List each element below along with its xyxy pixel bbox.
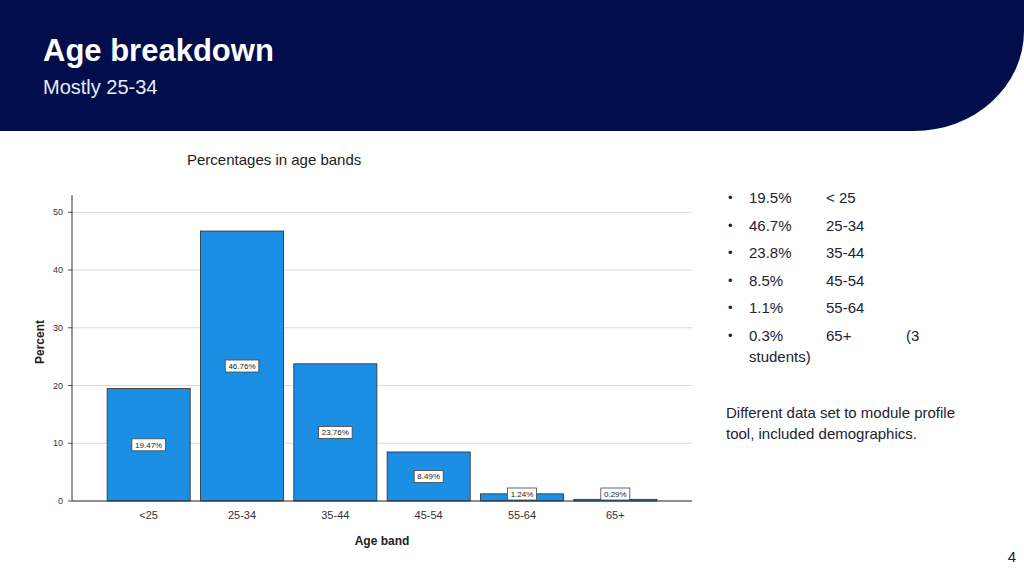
bar — [387, 452, 470, 501]
bullet-item: 19.5%< 25 — [728, 187, 942, 208]
data-label-box — [225, 360, 259, 372]
bullet-item: 23.8%35-44 — [728, 242, 942, 263]
data-label: 19.47% — [135, 441, 162, 450]
x-axis — [72, 501, 692, 502]
data-label: 23.76% — [322, 428, 349, 437]
y-tick-label: 0 — [58, 496, 63, 506]
y-tick-label: 30 — [53, 323, 63, 333]
x-tick-label: 35-44 — [321, 509, 349, 521]
bar — [107, 389, 190, 501]
y-tick — [68, 443, 72, 444]
bullet-item: 1.1%55-64 — [728, 297, 942, 318]
y-tick — [68, 327, 72, 328]
x-tick-label: 25-34 — [228, 509, 256, 521]
x-tick-label: <25 — [139, 509, 158, 521]
data-label-group: 23.76% — [319, 426, 353, 438]
y-tick-label: 40 — [53, 265, 63, 275]
data-label: 1.24% — [511, 490, 534, 499]
bar — [574, 499, 657, 501]
y-tick-label: 20 — [53, 381, 63, 391]
bullet-band: < 25 — [826, 187, 906, 208]
data-label-group: 46.76% — [225, 360, 259, 372]
bullet-percent: 0.3% — [749, 325, 826, 346]
grid-line — [72, 212, 692, 213]
bullet-item: 46.7%25-34 — [728, 215, 942, 236]
bullet-band: 35-44 — [826, 242, 906, 263]
x-axis-title: Age band — [355, 534, 410, 548]
data-label-box — [601, 488, 630, 500]
slide-subtitle: Mostly 25-34 — [43, 76, 158, 99]
y-axis-title: Percent — [33, 320, 47, 364]
bullet-list: 19.5%< 2546.7%25-3423.8%35-448.5%45-541.… — [728, 187, 942, 373]
data-label-group: 8.49% — [414, 470, 443, 482]
data-label-group: 0.29% — [601, 488, 630, 500]
bar — [480, 494, 563, 501]
y-tick — [68, 501, 72, 502]
grid-line — [72, 385, 692, 386]
data-label-box — [319, 426, 353, 438]
bullet-percent: 8.5% — [749, 270, 826, 291]
slide-title: Age breakdown — [43, 33, 274, 69]
data-label-group: 19.47% — [132, 439, 166, 451]
bullet-percent: 1.1% — [749, 297, 826, 318]
page-number: 4 — [996, 548, 1016, 565]
bullet-percent: 19.5% — [749, 187, 826, 208]
grid-line — [72, 327, 692, 328]
y-tick-label: 50 — [53, 207, 63, 217]
bullet-item: 8.5%45-54 — [728, 270, 942, 291]
bullet-percent: 23.8% — [749, 242, 826, 263]
bullet-band: 45-54 — [826, 270, 906, 291]
x-tick-label: 45-54 — [415, 509, 443, 521]
bullet-band: 55-64 — [826, 297, 906, 318]
data-label: 0.29% — [604, 490, 627, 499]
grid-line — [72, 501, 692, 502]
y-tick-label: 10 — [53, 438, 63, 448]
y-tick — [68, 212, 72, 213]
note: Different data set to module profile too… — [726, 402, 966, 444]
y-axis — [72, 195, 73, 501]
data-label-box — [414, 470, 443, 482]
x-tick-label: 55-64 — [508, 509, 536, 521]
data-label-box — [132, 439, 166, 451]
y-tick — [68, 270, 72, 271]
chart-title: Percentages in age bands — [187, 151, 361, 168]
data-label-box — [508, 488, 537, 500]
data-label: 8.49% — [417, 472, 440, 481]
grid-line — [72, 443, 692, 444]
x-tick-label: 65+ — [606, 509, 625, 521]
bullet-band: 65+ — [826, 325, 906, 346]
grid-line — [72, 270, 692, 271]
chart: 0 10 20 30 40 50 <25 25-34 35-44 45-54 55-64 65+ 19.… — [0, 0, 1024, 576]
bullet-item: 0.3%65+(3 students) — [728, 325, 942, 367]
bar — [200, 231, 283, 501]
data-label-group: 1.24% — [508, 488, 537, 500]
bullet-percent: 46.7% — [749, 215, 826, 236]
bullet-band: 25-34 — [826, 215, 906, 236]
header-band: Age breakdown Mostly 25-34 — [0, 0, 1024, 131]
y-tick — [68, 385, 72, 386]
bar — [294, 364, 377, 501]
data-label: 46.76% — [228, 362, 255, 371]
